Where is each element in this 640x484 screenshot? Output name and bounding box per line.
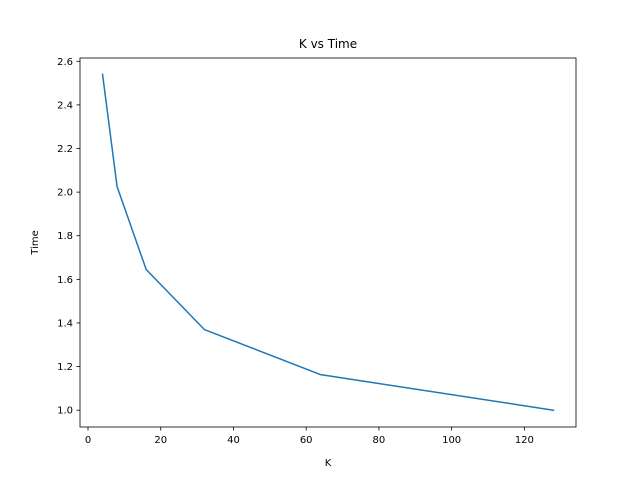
x-tick-label-6: 120: [515, 435, 534, 446]
y-tick-label-4: 1.8: [57, 231, 73, 242]
y-tick-label-6: 2.2: [57, 144, 73, 155]
y-tick-label-2: 1.4: [57, 318, 73, 329]
x-tick-label-2: 40: [227, 435, 240, 446]
y-tick-label-1: 1.2: [57, 362, 73, 373]
y-tick-label-7: 2.4: [57, 100, 73, 111]
x-tick-label-0: 0: [85, 435, 91, 446]
x-axis-label: K: [325, 458, 332, 469]
x-tick-label-1: 20: [154, 435, 167, 446]
y-tick-label-5: 2.0: [57, 188, 73, 199]
x-tick-label-3: 60: [300, 435, 313, 446]
y-axis-label: Time: [30, 230, 41, 255]
y-tick-label-0: 1.0: [57, 406, 73, 417]
x-tick-label-4: 80: [373, 435, 386, 446]
y-tick-label-3: 1.6: [57, 275, 73, 286]
y-tick-label-8: 2.6: [57, 57, 73, 68]
chart-title: K vs Time: [299, 37, 357, 51]
x-tick-label-5: 100: [442, 435, 461, 446]
